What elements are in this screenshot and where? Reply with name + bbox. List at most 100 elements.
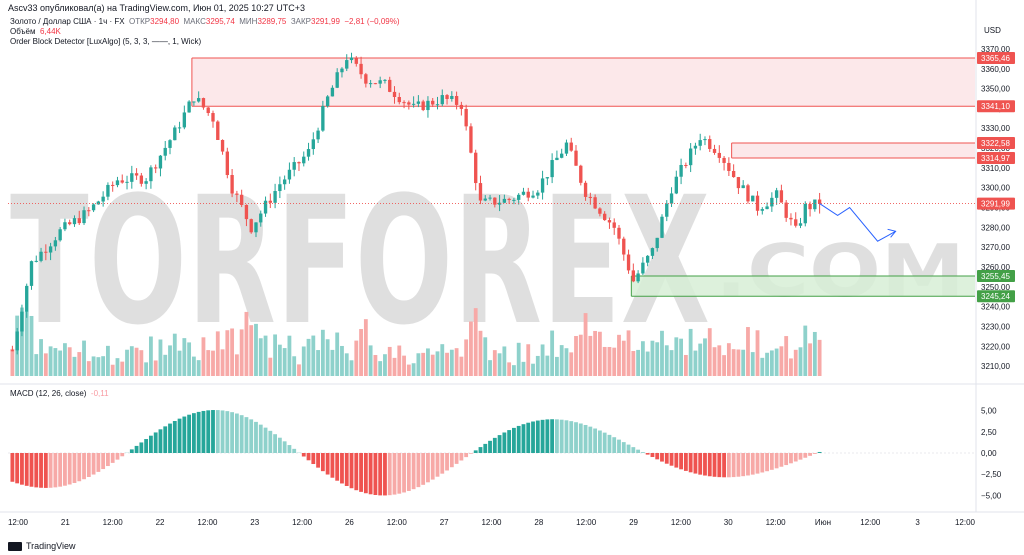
volume-bar bbox=[602, 346, 607, 376]
candle-body bbox=[392, 91, 397, 98]
volume-bar bbox=[597, 331, 602, 376]
price-tag-label: 3314,97 bbox=[981, 154, 1010, 163]
macd-histogram-bar bbox=[34, 453, 39, 488]
indicator-legend[interactable]: Order Block Detector [LuxAlgo] (5, 3, 3,… bbox=[10, 37, 201, 47]
time-tick-label: Июн bbox=[815, 518, 831, 527]
volume-bar bbox=[234, 354, 239, 376]
tradingview-footer[interactable]: TradingView bbox=[8, 541, 76, 551]
macd-histogram-bar bbox=[755, 453, 760, 474]
candle-body bbox=[817, 199, 822, 204]
candle-body bbox=[674, 176, 678, 194]
candle-body bbox=[531, 195, 535, 198]
volume-bar bbox=[746, 327, 750, 376]
candle-body bbox=[493, 197, 497, 205]
candle-body bbox=[622, 238, 626, 255]
volume-bar bbox=[110, 364, 115, 376]
volume-bar bbox=[340, 345, 344, 376]
price-tick-label: 3270,00 bbox=[981, 243, 1010, 252]
candle-body bbox=[316, 130, 320, 140]
candle-body bbox=[39, 251, 43, 261]
macd-legend[interactable]: MACD (12, 26, close) -0,11 bbox=[10, 389, 109, 399]
macd-histogram-bar bbox=[445, 453, 449, 471]
volume-bar bbox=[91, 356, 96, 376]
candle-body bbox=[550, 160, 554, 178]
order-block-zone bbox=[631, 276, 975, 297]
volume-bar bbox=[798, 347, 803, 376]
macd-histogram-bar bbox=[182, 416, 187, 453]
macd-histogram-bar bbox=[636, 449, 641, 453]
candle-body bbox=[297, 162, 301, 164]
macd-histogram-bar bbox=[416, 453, 421, 488]
volume-bar bbox=[679, 338, 684, 376]
candle-body bbox=[731, 170, 736, 178]
symbol-legend[interactable]: Золото / Доллар США · 1ч · FX ОТКР3294,8… bbox=[10, 17, 400, 27]
volume-bar bbox=[297, 364, 301, 376]
macd-histogram-bar bbox=[683, 453, 688, 471]
volume-bar bbox=[139, 350, 144, 376]
candle-body bbox=[53, 240, 58, 247]
volume-bar bbox=[206, 350, 211, 376]
candle-body bbox=[359, 63, 363, 75]
macd-histogram-bar bbox=[631, 447, 636, 453]
volume-bar bbox=[406, 364, 411, 376]
macd-histogram-bar bbox=[769, 453, 774, 470]
volume-bar bbox=[86, 361, 91, 376]
candle-body bbox=[770, 197, 774, 207]
macd-histogram-bar bbox=[67, 453, 72, 485]
volume-bar bbox=[20, 307, 24, 376]
macd-histogram-bar bbox=[731, 453, 736, 478]
time-tick-label: 12:00 bbox=[860, 518, 881, 527]
macd-histogram-bar bbox=[817, 451, 822, 453]
candle-body bbox=[82, 210, 86, 224]
macd-histogram-bar bbox=[669, 453, 674, 466]
macd-histogram-bar bbox=[306, 453, 311, 461]
volume-bar bbox=[225, 330, 230, 376]
macd-histogram-bar bbox=[344, 453, 349, 486]
volume-bar bbox=[63, 343, 67, 376]
candle-body bbox=[784, 202, 788, 218]
macd-tick-label: 0,00 bbox=[981, 449, 997, 458]
candle-body bbox=[617, 227, 621, 239]
close-value: 3291,99 bbox=[311, 17, 340, 26]
volume-bar bbox=[808, 343, 812, 376]
macd-histogram-bar bbox=[440, 453, 445, 474]
macd-histogram-bar bbox=[497, 435, 502, 453]
currency-label: USD bbox=[984, 26, 1001, 35]
candle-body bbox=[302, 156, 306, 164]
macd-histogram-bar bbox=[741, 453, 746, 477]
macd-histogram-bar bbox=[798, 453, 803, 460]
candle-body bbox=[421, 101, 425, 111]
volume-bar bbox=[106, 345, 110, 376]
tradingview-brand: TradingView bbox=[26, 541, 76, 551]
volume-bar bbox=[640, 341, 645, 376]
high-value: 3295,74 bbox=[205, 17, 235, 26]
volume-legend[interactable]: Объём 6,44K bbox=[10, 27, 61, 37]
candle-body bbox=[794, 219, 798, 226]
candle-body bbox=[612, 222, 616, 228]
volume-bar bbox=[115, 358, 120, 376]
time-tick-label: 3 bbox=[915, 518, 920, 527]
close-label: ЗАКР bbox=[290, 17, 311, 26]
order-block-zone bbox=[731, 142, 975, 159]
time-tick-label: 12:00 bbox=[8, 518, 29, 527]
time-tick-label: 23 bbox=[250, 518, 259, 527]
candle-body bbox=[798, 223, 803, 226]
candle-body bbox=[106, 184, 110, 197]
candle-body bbox=[808, 203, 812, 210]
volume-bar bbox=[492, 350, 497, 376]
volume-bar bbox=[516, 342, 521, 376]
volume-bar bbox=[383, 354, 387, 376]
price-tag bbox=[977, 290, 1015, 303]
candle-body bbox=[211, 113, 215, 122]
price-tick-label: 3240,00 bbox=[981, 303, 1010, 312]
macd-name: MACD (12, 26, close) bbox=[10, 389, 87, 398]
candle-body bbox=[10, 350, 15, 352]
volume-bar bbox=[325, 339, 330, 376]
macd-histogram-bar bbox=[82, 453, 86, 480]
candle-body bbox=[168, 140, 172, 148]
time-tick-label: 12:00 bbox=[197, 518, 218, 527]
macd-histogram-bar bbox=[249, 419, 254, 453]
macd-histogram-bar bbox=[550, 419, 555, 453]
candle-body bbox=[397, 97, 401, 103]
